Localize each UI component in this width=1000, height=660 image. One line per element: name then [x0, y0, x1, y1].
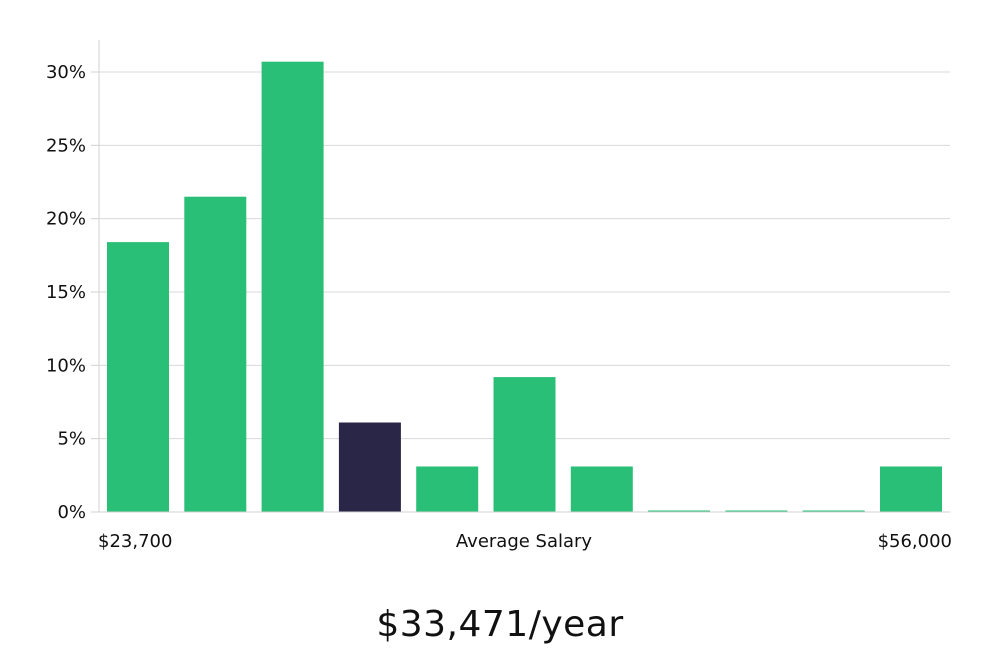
x-min-label: $23,700 — [98, 531, 172, 552]
x-max-label: $56,000 — [878, 531, 952, 552]
bar — [880, 466, 942, 512]
salary-histogram: 0% 5% 10% 15% 20% 25% 30% $23,700 Average Sala… — [46, 40, 952, 552]
average-salary-value: $33,471/year — [376, 604, 624, 645]
bar — [493, 377, 556, 512]
x-axis-title: Average Salary — [456, 531, 593, 552]
bar — [725, 510, 788, 512]
y-tick-label: 20% — [46, 209, 86, 230]
bar — [416, 466, 479, 512]
bar — [107, 242, 169, 512]
y-tick-label: 5% — [57, 429, 86, 450]
bar — [802, 510, 865, 512]
bar — [184, 196, 247, 512]
y-axis-ticks: 0% 5% 10% 15% 20% 25% 30% — [46, 62, 99, 523]
bars — [107, 61, 942, 512]
bar — [648, 510, 711, 512]
bar-highlight — [338, 422, 401, 512]
bar — [261, 61, 324, 512]
bar — [570, 466, 633, 512]
y-tick-label: 25% — [46, 135, 86, 156]
y-tick-label: 0% — [57, 502, 86, 523]
y-tick-label: 30% — [46, 62, 86, 83]
y-tick-label: 15% — [46, 282, 86, 303]
y-tick-label: 10% — [46, 355, 86, 376]
